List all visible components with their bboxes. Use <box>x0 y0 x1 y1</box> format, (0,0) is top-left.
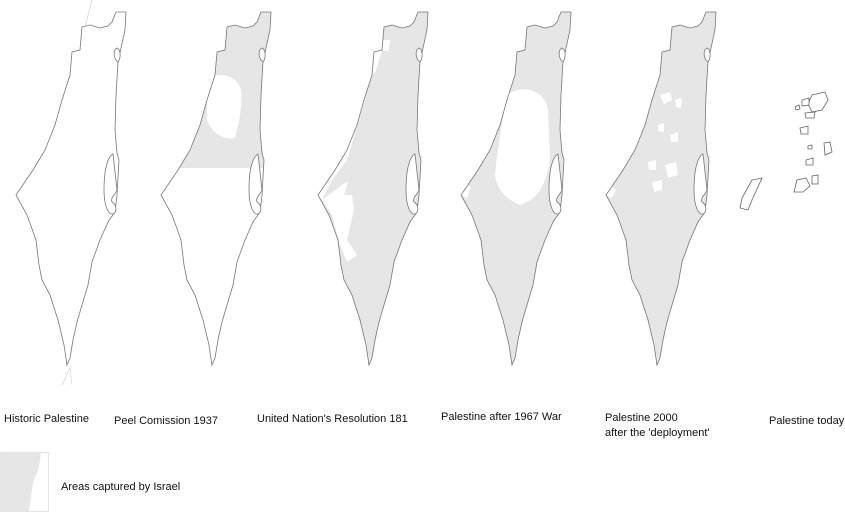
legend-swatch <box>0 452 49 512</box>
map-historic-palestine <box>15 0 127 386</box>
map-after-1967-war <box>460 11 572 366</box>
label-un-resolution-181: United Nation's Resolution 181 <box>257 413 408 425</box>
map-palestine-2000 <box>605 11 717 366</box>
label-palestine-today: Palestine today <box>769 415 845 427</box>
label-historic-palestine: Historic Palestine <box>4 413 89 425</box>
legend-label: Areas captured by Israel <box>61 481 181 493</box>
map-palestine-today <box>739 91 833 211</box>
label-line2: after the 'deployment' <box>605 427 710 439</box>
label-palestine-2000: Palestine 2000 after the 'deployment' <box>605 411 709 441</box>
label-after-1967: Palestine after 1967 War <box>441 411 562 423</box>
label-peel-commission: Peel Comission 1937 <box>114 415 218 427</box>
map-un-resolution-181 <box>317 11 429 366</box>
map-peel-commission <box>160 11 272 366</box>
label-line1: Palestine 2000 <box>605 412 678 424</box>
